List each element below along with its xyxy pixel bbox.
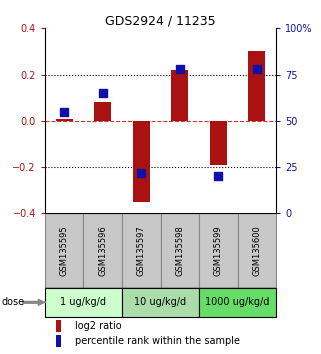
- Point: [62, 109, 67, 114]
- Text: percentile rank within the sample: percentile rank within the sample: [75, 336, 240, 347]
- Bar: [56, 336, 61, 347]
- Bar: [133, 121, 150, 202]
- Bar: [45, 213, 83, 287]
- Bar: [199, 213, 238, 287]
- Text: log2 ratio: log2 ratio: [75, 321, 122, 331]
- Bar: [94, 102, 111, 121]
- Point: [216, 173, 221, 179]
- Text: GSM135597: GSM135597: [137, 225, 146, 276]
- Bar: [56, 119, 73, 121]
- Bar: [83, 213, 122, 287]
- Title: GDS2924 / 11235: GDS2924 / 11235: [105, 14, 216, 27]
- Text: GSM135599: GSM135599: [214, 225, 223, 276]
- Bar: [199, 287, 276, 317]
- Point: [139, 170, 144, 176]
- Bar: [160, 213, 199, 287]
- Text: GSM135600: GSM135600: [252, 225, 261, 276]
- Bar: [248, 51, 265, 121]
- Bar: [56, 320, 61, 332]
- Bar: [238, 213, 276, 287]
- Text: GSM135596: GSM135596: [98, 225, 107, 276]
- Bar: [122, 213, 160, 287]
- Bar: [210, 121, 227, 165]
- Text: 10 ug/kg/d: 10 ug/kg/d: [134, 297, 187, 307]
- Bar: [171, 70, 188, 121]
- Text: GSM135598: GSM135598: [175, 225, 184, 276]
- Point: [254, 66, 259, 72]
- Bar: [45, 287, 122, 317]
- Text: 1000 ug/kg/d: 1000 ug/kg/d: [205, 297, 270, 307]
- Point: [100, 90, 105, 96]
- Point: [177, 66, 182, 72]
- Text: GSM135595: GSM135595: [60, 225, 69, 276]
- Text: dose: dose: [2, 297, 25, 307]
- Text: 1 ug/kg/d: 1 ug/kg/d: [60, 297, 107, 307]
- Bar: [122, 287, 199, 317]
